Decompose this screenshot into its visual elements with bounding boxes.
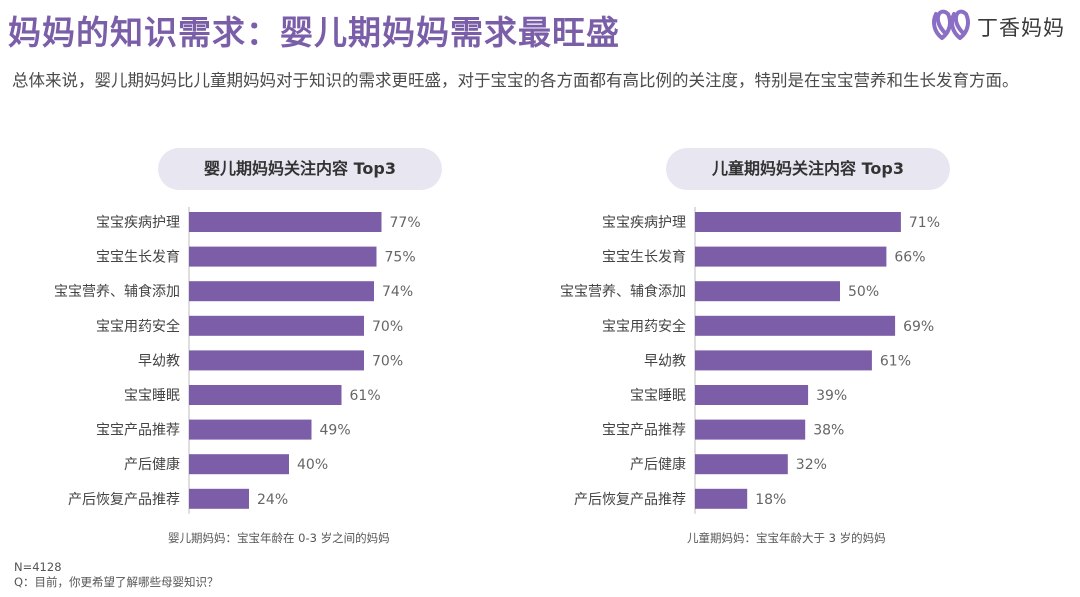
bar	[695, 246, 887, 267]
bar	[695, 315, 896, 336]
value-label: 49%	[320, 423, 351, 439]
category-label: 宝宝生长发育	[602, 250, 686, 266]
bar	[695, 350, 872, 371]
page-title: 妈妈的知识需求：婴儿期妈妈需求最旺盛	[8, 13, 620, 52]
left-chart-heading: 婴儿期妈妈关注内容 Top3	[158, 148, 442, 190]
bar	[695, 454, 788, 475]
category-label: 宝宝生长发育	[96, 250, 180, 266]
page-subtitle: 总体来说，婴儿期妈妈比儿童期妈妈对于知识的需求更旺盛，对于宝宝的各方面都有高比例…	[12, 71, 1019, 90]
footer: N=4128 Q：目前，你更希望了解哪些母婴知识？	[14, 560, 219, 590]
value-label: 40%	[297, 457, 328, 473]
brand-name: 丁香妈妈	[977, 16, 1065, 40]
left-chart-note: 婴儿期妈妈：宝宝年龄在 0-3 岁之间的妈妈	[168, 531, 390, 545]
right-chart-note: 儿童期妈妈：宝宝年龄大于 3 岁的妈妈	[687, 531, 886, 545]
bar	[189, 350, 364, 371]
bar	[189, 385, 342, 405]
bar	[189, 419, 312, 440]
category-label: 产后恢复产品推荐	[68, 491, 180, 508]
value-label: 38%	[813, 423, 844, 439]
value-label: 71%	[909, 215, 940, 231]
bar	[695, 281, 840, 302]
right-chart-heading: 儿童期妈妈关注内容 Top3	[666, 148, 950, 190]
category-label: 宝宝睡眠	[630, 388, 686, 404]
bar	[189, 454, 289, 475]
value-label: 32%	[796, 457, 827, 473]
category-label: 宝宝营养、辅食添加	[54, 283, 180, 300]
category-label: 宝宝营养、辅食添加	[560, 283, 686, 300]
bar	[189, 281, 374, 302]
bar	[695, 212, 901, 232]
category-label: 产后恢复产品推荐	[574, 491, 686, 508]
value-label: 39%	[816, 388, 847, 404]
category-label: 宝宝用药安全	[96, 318, 180, 335]
bar	[189, 246, 377, 267]
left-bar-chart: 宝宝疾病护理 77% 宝宝生长发育 75% 宝宝营养、辅食添加 74% 宝宝用药安全 70% 早…	[54, 207, 421, 514]
category-label: 早幼教	[138, 353, 180, 369]
value-label: 70%	[372, 319, 403, 335]
bar	[695, 419, 806, 440]
bar	[695, 385, 809, 405]
value-label: 75%	[385, 250, 416, 266]
category-label: 宝宝疾病护理	[96, 215, 180, 231]
bar	[695, 488, 748, 509]
category-label: 早幼教	[644, 353, 686, 369]
category-label: 产后健康	[124, 456, 180, 473]
category-label: 宝宝产品推荐	[96, 423, 180, 439]
right-bar-chart: 宝宝疾病护理 71% 宝宝生长发育 66% 宝宝营养、辅食添加 50% 宝宝用药安全 69% 早…	[560, 207, 940, 514]
category-label: 宝宝产品推荐	[602, 423, 686, 439]
value-label: 24%	[257, 492, 288, 508]
value-label: 61%	[880, 353, 911, 369]
category-label: 宝宝用药安全	[602, 318, 686, 335]
value-label: 18%	[755, 492, 786, 508]
value-label: 61%	[350, 388, 381, 404]
bar	[189, 488, 249, 509]
value-label: 50%	[848, 284, 879, 300]
category-label: 宝宝睡眠	[124, 388, 180, 404]
brand-logo: 丁香妈妈	[930, 6, 1076, 44]
value-label: 77%	[390, 215, 421, 231]
value-label: 74%	[382, 284, 413, 300]
value-label: 69%	[903, 319, 934, 335]
bar	[189, 212, 382, 232]
value-label: 66%	[894, 250, 925, 266]
sample-size: N=4128	[14, 560, 62, 574]
bar	[189, 315, 364, 336]
category-label: 宝宝疾病护理	[602, 215, 686, 231]
category-label: 产后健康	[630, 456, 686, 473]
value-label: 70%	[372, 353, 403, 369]
clove-logo-icon	[932, 9, 970, 40]
survey-question: Q：目前，你更希望了解哪些母婴知识？	[14, 575, 219, 589]
